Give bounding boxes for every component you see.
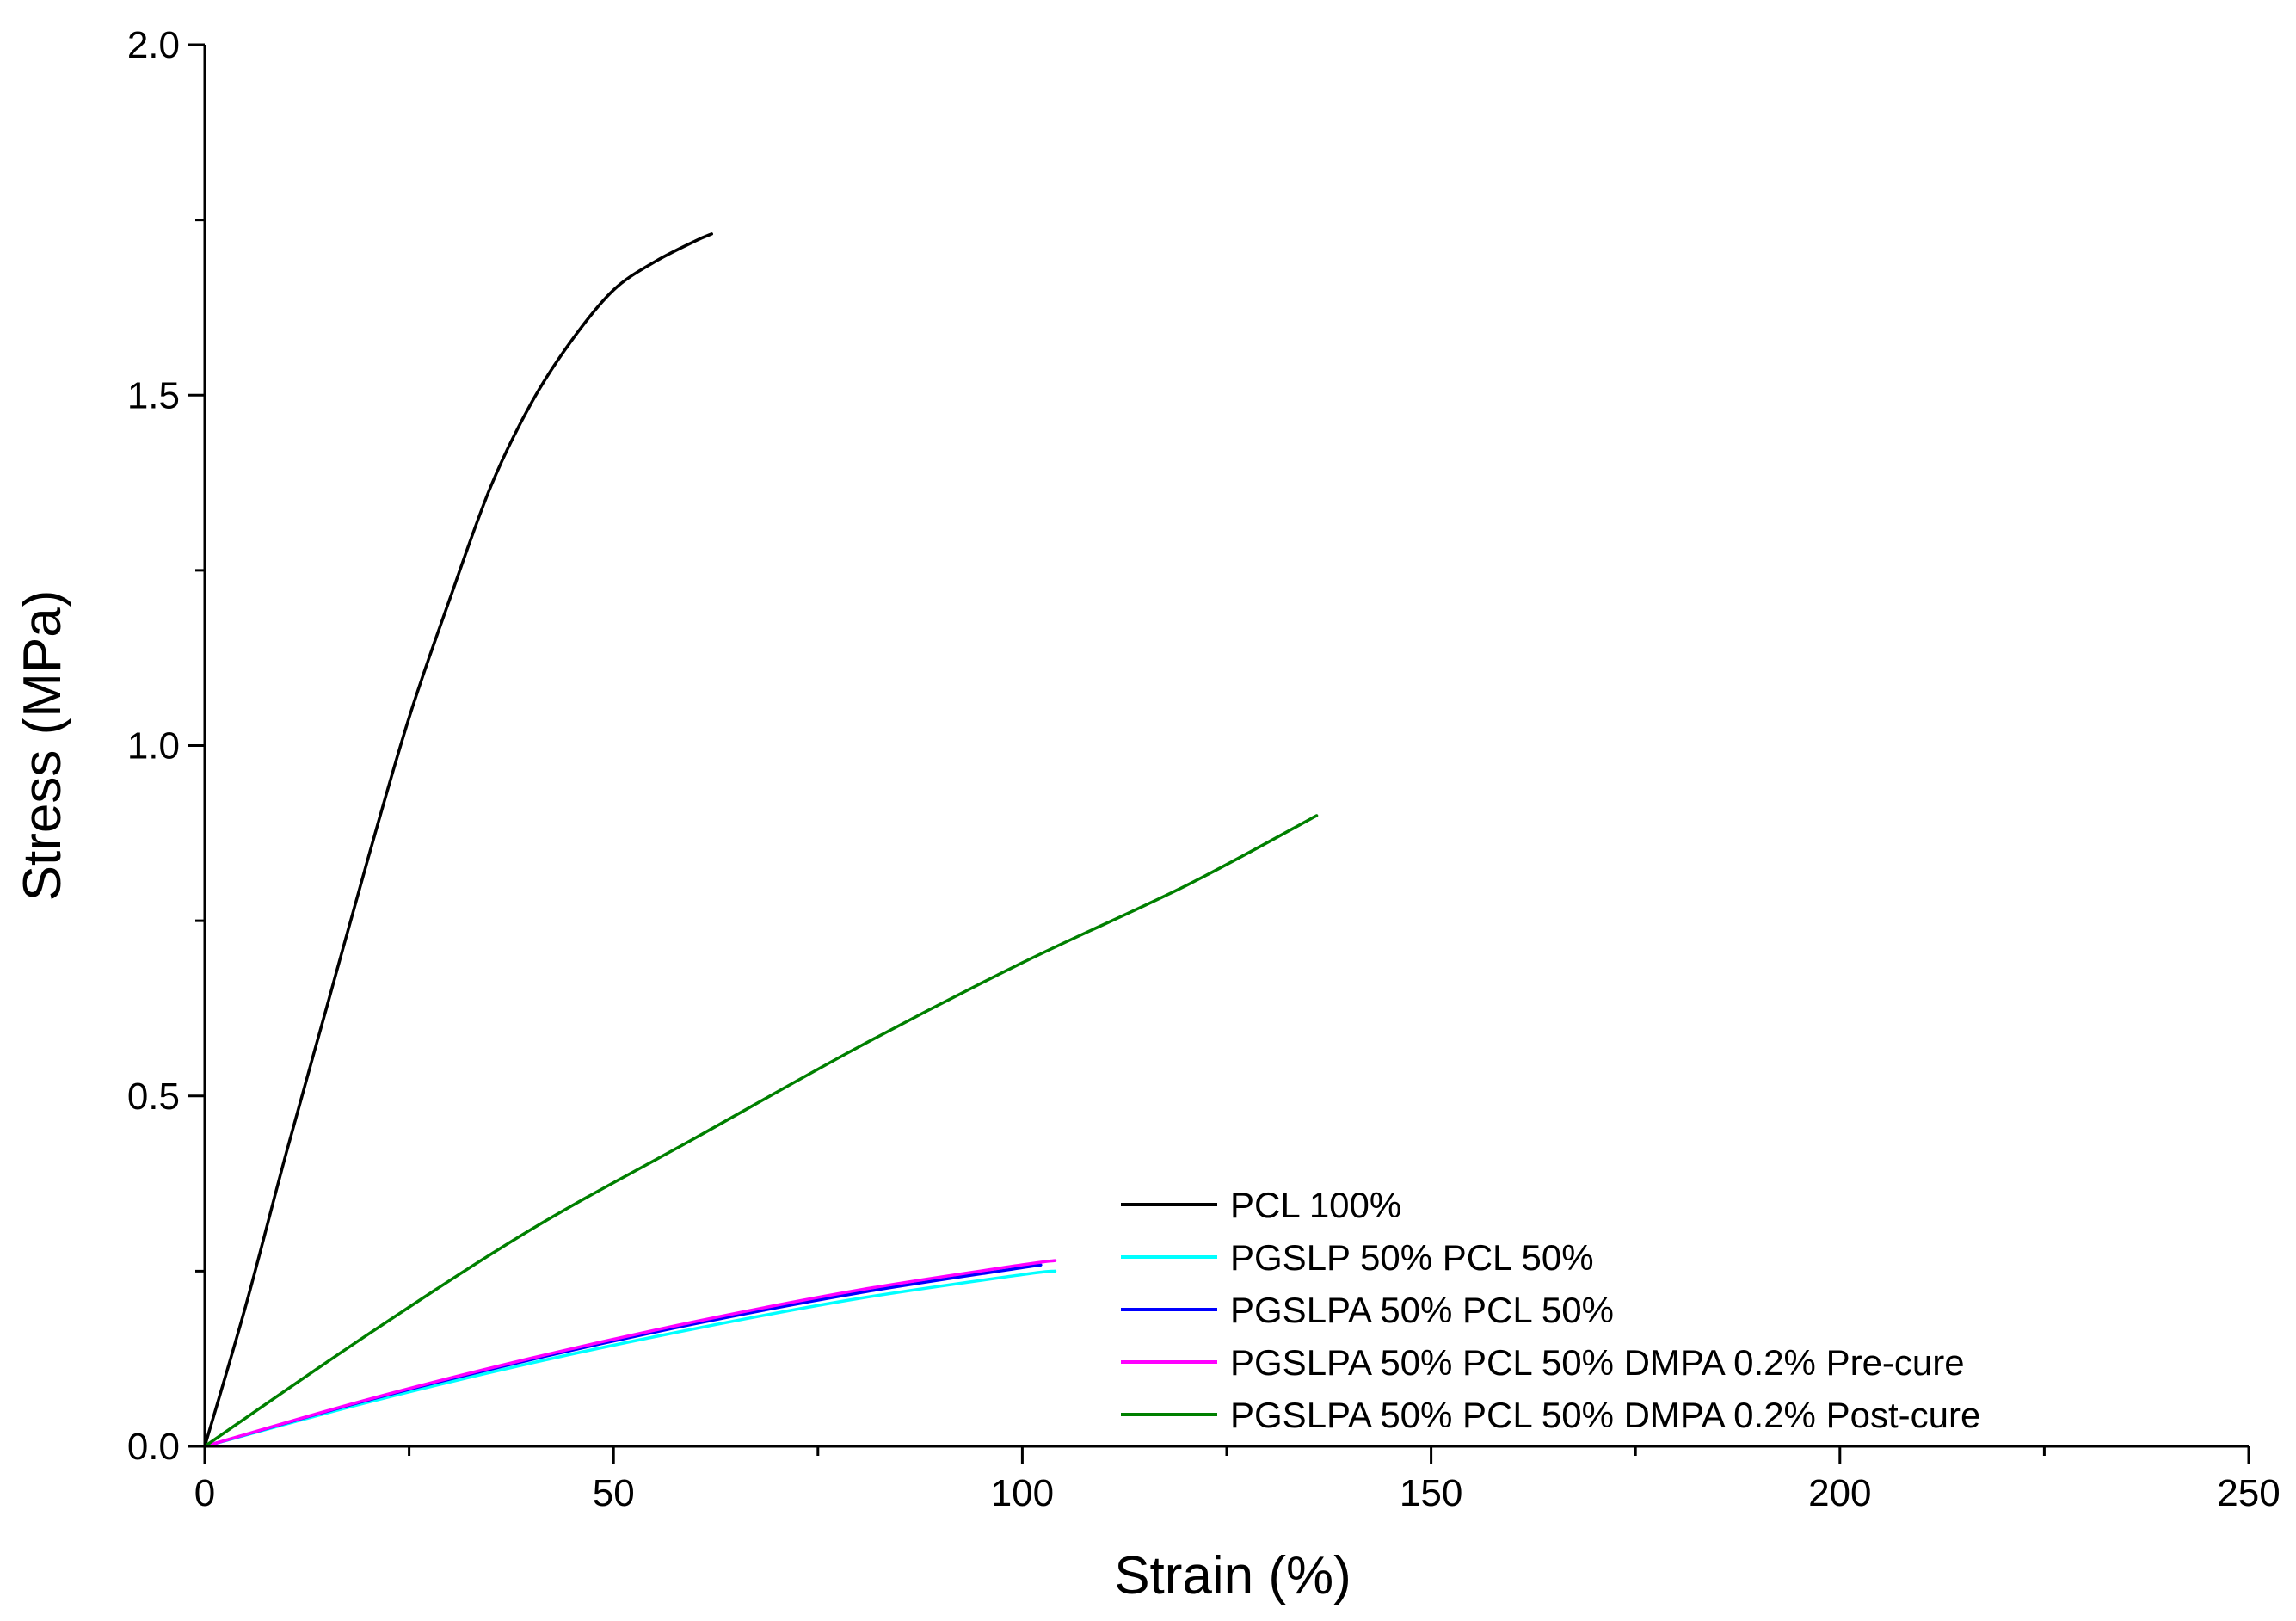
y-tick-label: 1.0 (127, 725, 180, 767)
series-line-4 (203, 1259, 1057, 1448)
series-line-3 (203, 1263, 1043, 1448)
x-tick-label: 250 (2217, 1472, 2280, 1514)
y-tick-label: 2.0 (127, 24, 180, 66)
x-tick-label: 50 (593, 1472, 635, 1514)
legend-label: PGSLP 50% PCL 50% (1230, 1237, 1594, 1278)
x-tick-label: 200 (1808, 1472, 1871, 1514)
x-tick-label: 0 (194, 1472, 215, 1514)
legend-label: PGSLPA 50% PCL 50% DMPA 0.2% Post-cure (1230, 1395, 1980, 1435)
axes (203, 45, 2249, 1448)
series-line-1 (203, 232, 713, 1448)
x-tick-label: 150 (1400, 1472, 1462, 1514)
y-tick-label: 0.0 (127, 1426, 180, 1468)
x-tick-label: 100 (991, 1472, 1054, 1514)
legend-label: PGSLPA 50% PCL 50% DMPA 0.2% Pre-cure (1230, 1342, 1965, 1383)
series-line-2 (203, 1269, 1057, 1448)
legend-label: PGSLPA 50% PCL 50% (1230, 1290, 1614, 1330)
tick-labels: 0 50 100 150 200 250 0.0 0.5 1.0 1.5 2.0 (127, 24, 2281, 1514)
series-layer (203, 232, 1319, 1448)
legend-label: PCL 100% (1230, 1185, 1401, 1225)
y-tick-label: 0.5 (127, 1076, 180, 1118)
y-tick-label: 1.5 (127, 374, 180, 416)
legend: PCL 100% PGSLP 50% PCL 50% PGSLPA 50% PCL … (1121, 1185, 1980, 1435)
x-axis-title: Strain (%) (1114, 1546, 1351, 1606)
series-line-5 (203, 814, 1319, 1448)
tick-marks (188, 43, 2250, 1464)
y-axis-title: Stress (MPa) (13, 590, 72, 902)
